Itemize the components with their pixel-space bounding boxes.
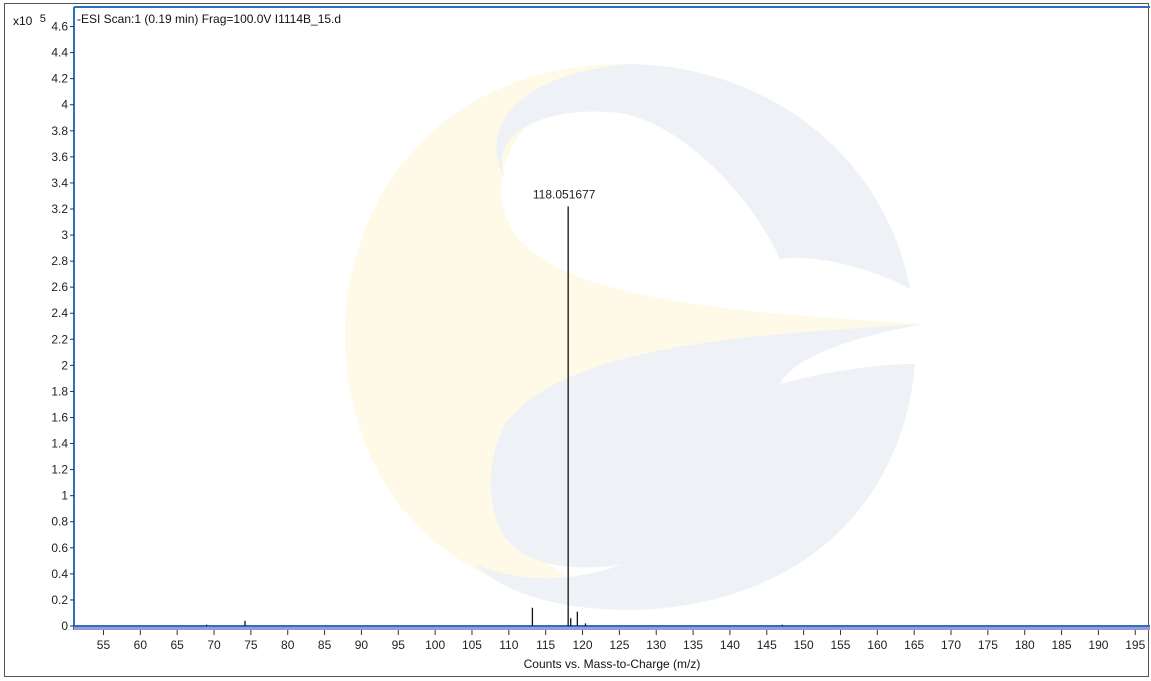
y-tick-label: 2 <box>61 358 68 372</box>
y-tick-label: 2.4 <box>51 306 68 320</box>
x-tick-label: 165 <box>904 638 924 652</box>
x-tick-label: 170 <box>941 638 961 652</box>
x-tick-label: 75 <box>244 638 258 652</box>
x-tick-label: 145 <box>757 638 777 652</box>
y-tick-label: 3 <box>61 228 68 242</box>
x-tick-label: 110 <box>499 638 518 652</box>
x-axis-ticks: 55 60 65 70 75 80 85 90 95 100 105 110 115 120 125 130 1… <box>97 630 1146 652</box>
y-tick-label: 0.4 <box>51 567 68 581</box>
y-tick-label: 1.4 <box>51 437 68 451</box>
x-tick-label: 115 <box>536 638 555 652</box>
x-tick-label: 185 <box>1052 638 1072 652</box>
x-tick-label: 105 <box>462 638 482 652</box>
y-tick-label: 4.6 <box>51 20 68 34</box>
watermark-logo <box>345 64 925 610</box>
peaks: 118.051677 <box>206 187 783 626</box>
x-tick-label: 150 <box>794 638 814 652</box>
y-multiplier-label: x10 5 <box>13 13 46 28</box>
chart-frame: 0 0.2 0.4 0.6 0.8 1 1.2 1.4 1.6 1.8 2 2.2 2.4 2.6 2.8 3… <box>4 3 1150 677</box>
x-tick-label: 180 <box>1015 638 1035 652</box>
y-tick-label: 3.8 <box>51 124 68 138</box>
x-tick-label: 65 <box>170 638 184 652</box>
y-tick-label: 2.6 <box>51 280 68 294</box>
x-tick-label: 85 <box>318 638 332 652</box>
y-tick-label: 3.2 <box>51 202 68 216</box>
x-tick-label: 100 <box>425 638 445 652</box>
y-tick-label: 4.2 <box>51 72 68 86</box>
x-tick-label: 190 <box>1088 638 1108 652</box>
x-tick-label: 130 <box>646 638 666 652</box>
chart-title: -ESI Scan:1 (0.19 min) Frag=100.0V I1114… <box>77 12 341 26</box>
y-axis-ticks: 0 0.2 0.4 0.6 0.8 1 1.2 1.4 1.6 1.8 2 2.2 2.4 2.6 2.8 3… <box>51 20 74 633</box>
x-tick-label: 125 <box>609 638 629 652</box>
y-tick-label: 3.6 <box>51 150 68 164</box>
x-tick-label: 175 <box>978 638 998 652</box>
x-axis-title: Counts vs. Mass-to-Charge (m/z) <box>524 657 701 671</box>
y-tick-label: 0.8 <box>51 515 68 529</box>
y-multiplier-exponent: 5 <box>40 13 46 25</box>
x-tick-label: 80 <box>281 638 295 652</box>
x-tick-label: 90 <box>355 638 369 652</box>
x-tick-label: 55 <box>97 638 111 652</box>
x-tick-label: 135 <box>683 638 703 652</box>
y-tick-label: 1 <box>61 489 68 503</box>
y-tick-label: 2.8 <box>51 254 68 268</box>
y-tick-label: 1.2 <box>51 463 68 477</box>
y-tick-label: 1.6 <box>51 410 68 424</box>
y-multiplier-base: x10 <box>13 14 33 28</box>
x-tick-label: 155 <box>830 638 850 652</box>
y-tick-label: 3.4 <box>51 176 68 190</box>
axes <box>73 6 1150 630</box>
y-tick-label: 4 <box>61 98 68 112</box>
y-tick-label: 0 <box>61 619 68 633</box>
peak-label: 118.051677 <box>533 187 596 201</box>
x-axis-band <box>74 626 1150 630</box>
x-tick-label: 140 <box>720 638 740 652</box>
y-tick-label: 0.6 <box>51 541 68 555</box>
y-tick-label: 2.2 <box>51 332 68 346</box>
x-tick-label: 60 <box>134 638 148 652</box>
x-tick-label: 95 <box>392 638 406 652</box>
x-tick-label: 70 <box>207 638 221 652</box>
x-tick-label: 160 <box>867 638 887 652</box>
y-tick-label: 0.2 <box>51 593 68 607</box>
x-tick-label: 120 <box>573 638 593 652</box>
y-tick-label: 4.4 <box>51 46 68 60</box>
y-tick-label: 1.8 <box>51 384 68 398</box>
x-tick-label: 195 <box>1125 638 1145 652</box>
mass-spectrum-chart: 0 0.2 0.4 0.6 0.8 1 1.2 1.4 1.6 1.8 2 2.2 2.4 2.6 2.8 3… <box>13 6 1150 671</box>
